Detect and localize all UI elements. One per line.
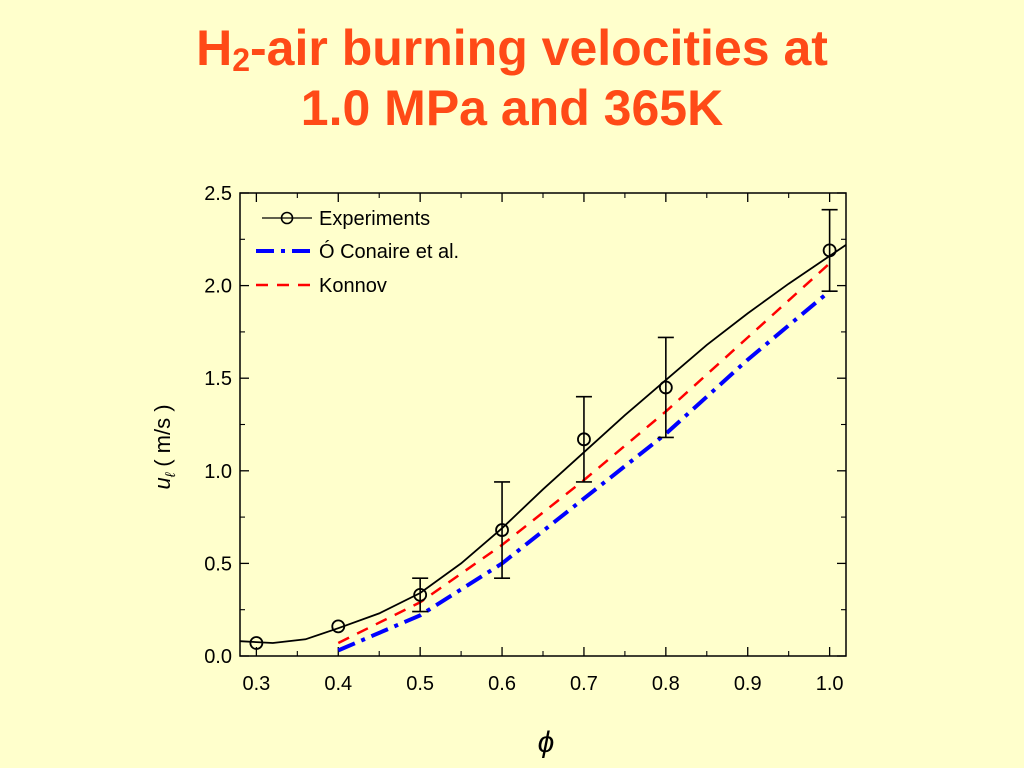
experiment-markers <box>249 208 838 650</box>
x-tick-label: 1.0 <box>816 673 844 695</box>
y-axis-subscript: ℓ <box>162 472 178 478</box>
experiment-point <box>413 587 428 602</box>
x-tick-label: 0.6 <box>488 673 516 695</box>
x-tick-label: 0.4 <box>324 673 352 695</box>
y-tick-label: 0.0 <box>204 646 232 668</box>
legend-konnov-label: Konnov <box>319 275 387 297</box>
slide-title: H2-air burning velocities at 1.0 MPa and… <box>0 18 1024 138</box>
title-subscript: 2 <box>232 42 250 78</box>
title-part2: -air burning velocities at <box>250 20 828 76</box>
y-axis-label: uℓ ( m/s ) <box>150 404 178 489</box>
legend-experiments-label: Experiments <box>319 208 430 230</box>
legend-oconaire-label: Ó Conaire et al. <box>319 240 459 263</box>
y-tick-label: 0.5 <box>204 553 232 575</box>
title-part1: H <box>196 20 233 76</box>
series-lines <box>239 244 847 653</box>
x-tick-label: 0.3 <box>242 673 270 695</box>
y-tick-label: 2.0 <box>204 276 232 298</box>
y-axis-symbol: u <box>150 477 175 489</box>
x-tick-label: 0.7 <box>570 673 598 695</box>
y-tick-label: 1.5 <box>204 368 232 390</box>
title-line2: 1.0 MPa and 365K <box>300 80 724 136</box>
x-tick-label: 0.8 <box>652 673 680 695</box>
experiment-point <box>577 432 591 447</box>
experiment-point <box>658 380 673 395</box>
experiments-fit-line <box>239 244 847 644</box>
x-tick-label: 0.9 <box>734 673 762 695</box>
experiment-point <box>249 636 264 650</box>
axis-ticks <box>240 192 846 657</box>
experiment-point <box>822 243 837 258</box>
y-axis-unit: ( m/s ) <box>150 404 175 466</box>
y-tick-label: 1.0 <box>204 461 232 483</box>
oconaire-line <box>337 289 831 653</box>
x-axis-label: ϕ <box>538 726 555 759</box>
x-tick-label: 0.5 <box>406 673 434 695</box>
legend: Experiments Ó Conaire et al. Konnov <box>256 208 459 297</box>
experiment-point <box>331 619 346 634</box>
experiment-point <box>495 523 509 537</box>
legend-experiments-marker <box>280 211 294 225</box>
y-tick-label: 2.5 <box>204 183 232 205</box>
x-tick-labels: 0.3 0.4 0.5 0.6 0.7 0.8 0.9 1.0 <box>242 673 843 695</box>
y-tick-labels: 0.0 0.5 1.0 1.5 2.0 2.5 <box>204 183 232 668</box>
